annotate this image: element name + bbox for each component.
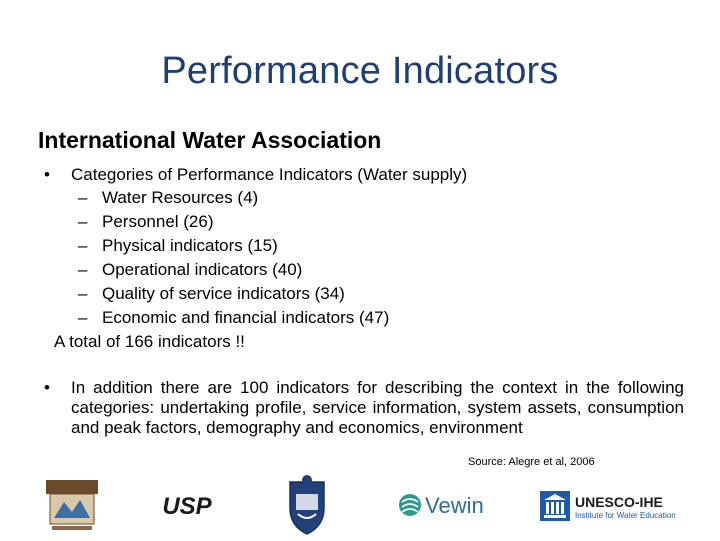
dash-marker: – <box>78 188 88 207</box>
usp-logo: USP <box>156 490 218 520</box>
category-list: – Water Resources (4) – Personnel (26) – Ph… <box>44 186 694 330</box>
bullet-text: Categories of Performance Indicators (Wa… <box>71 165 468 184</box>
dash-marker: – <box>78 260 88 279</box>
list-item-label: Personnel (26) <box>102 212 214 231</box>
list-item: – Operational indicators (40) <box>78 258 694 282</box>
list-item-label: Physical indicators (15) <box>102 236 278 255</box>
dash-marker: – <box>78 212 88 231</box>
list-item-label: Operational indicators (40) <box>102 260 303 279</box>
source-citation: Source: Alegre et al, 2006 <box>468 456 595 468</box>
total-indicators: A total of 166 indicators !! <box>54 332 245 351</box>
bullet-marker: • <box>44 378 50 397</box>
list-item-label: Quality of service indicators (34) <box>102 284 345 303</box>
list-item-label: Water Resources (4) <box>102 188 259 207</box>
slide-subtitle: International Water Association <box>38 127 382 153</box>
crest-logo <box>282 474 332 536</box>
usp-logo-text: USP <box>162 493 212 520</box>
unesco-ihe-subtitle: Institute for Water Education <box>575 511 676 520</box>
list-item: – Economic and financial indicators (47) <box>78 306 694 330</box>
unesco-ihe-logo: UNESCO-IHE Institute for Water Education <box>540 490 680 522</box>
dash-marker: – <box>78 308 88 327</box>
dash-marker: – <box>78 236 88 255</box>
unesco-ihe-title: UNESCO-IHE <box>575 494 663 510</box>
slide-title: Performance Indicators <box>161 50 559 92</box>
vewin-logo: Vewin <box>398 488 488 522</box>
list-item: – Quality of service indicators (34) <box>78 282 694 306</box>
list-item: – Physical indicators (15) <box>78 234 694 258</box>
bullet-text: In addition there are 100 indicators for… <box>71 378 684 437</box>
logo-strip: USP Vewin UNESCO-IHE Institute for <box>0 470 720 540</box>
emblem-logo <box>44 478 100 534</box>
bullet-context: • In addition there are 100 indicators f… <box>44 378 684 438</box>
list-item: – Water Resources (4) <box>78 186 694 210</box>
vewin-logo-text: Vewin <box>425 493 484 518</box>
list-item: – Personnel (26) <box>78 210 694 234</box>
dash-marker: – <box>78 284 88 303</box>
bullet-list: • Categories of Performance Indicators (… <box>44 164 694 354</box>
list-item-label: Economic and financial indicators (47) <box>102 308 390 327</box>
bullet-marker: • <box>44 165 50 184</box>
bullet-categories: • Categories of Performance Indicators (… <box>44 164 694 186</box>
